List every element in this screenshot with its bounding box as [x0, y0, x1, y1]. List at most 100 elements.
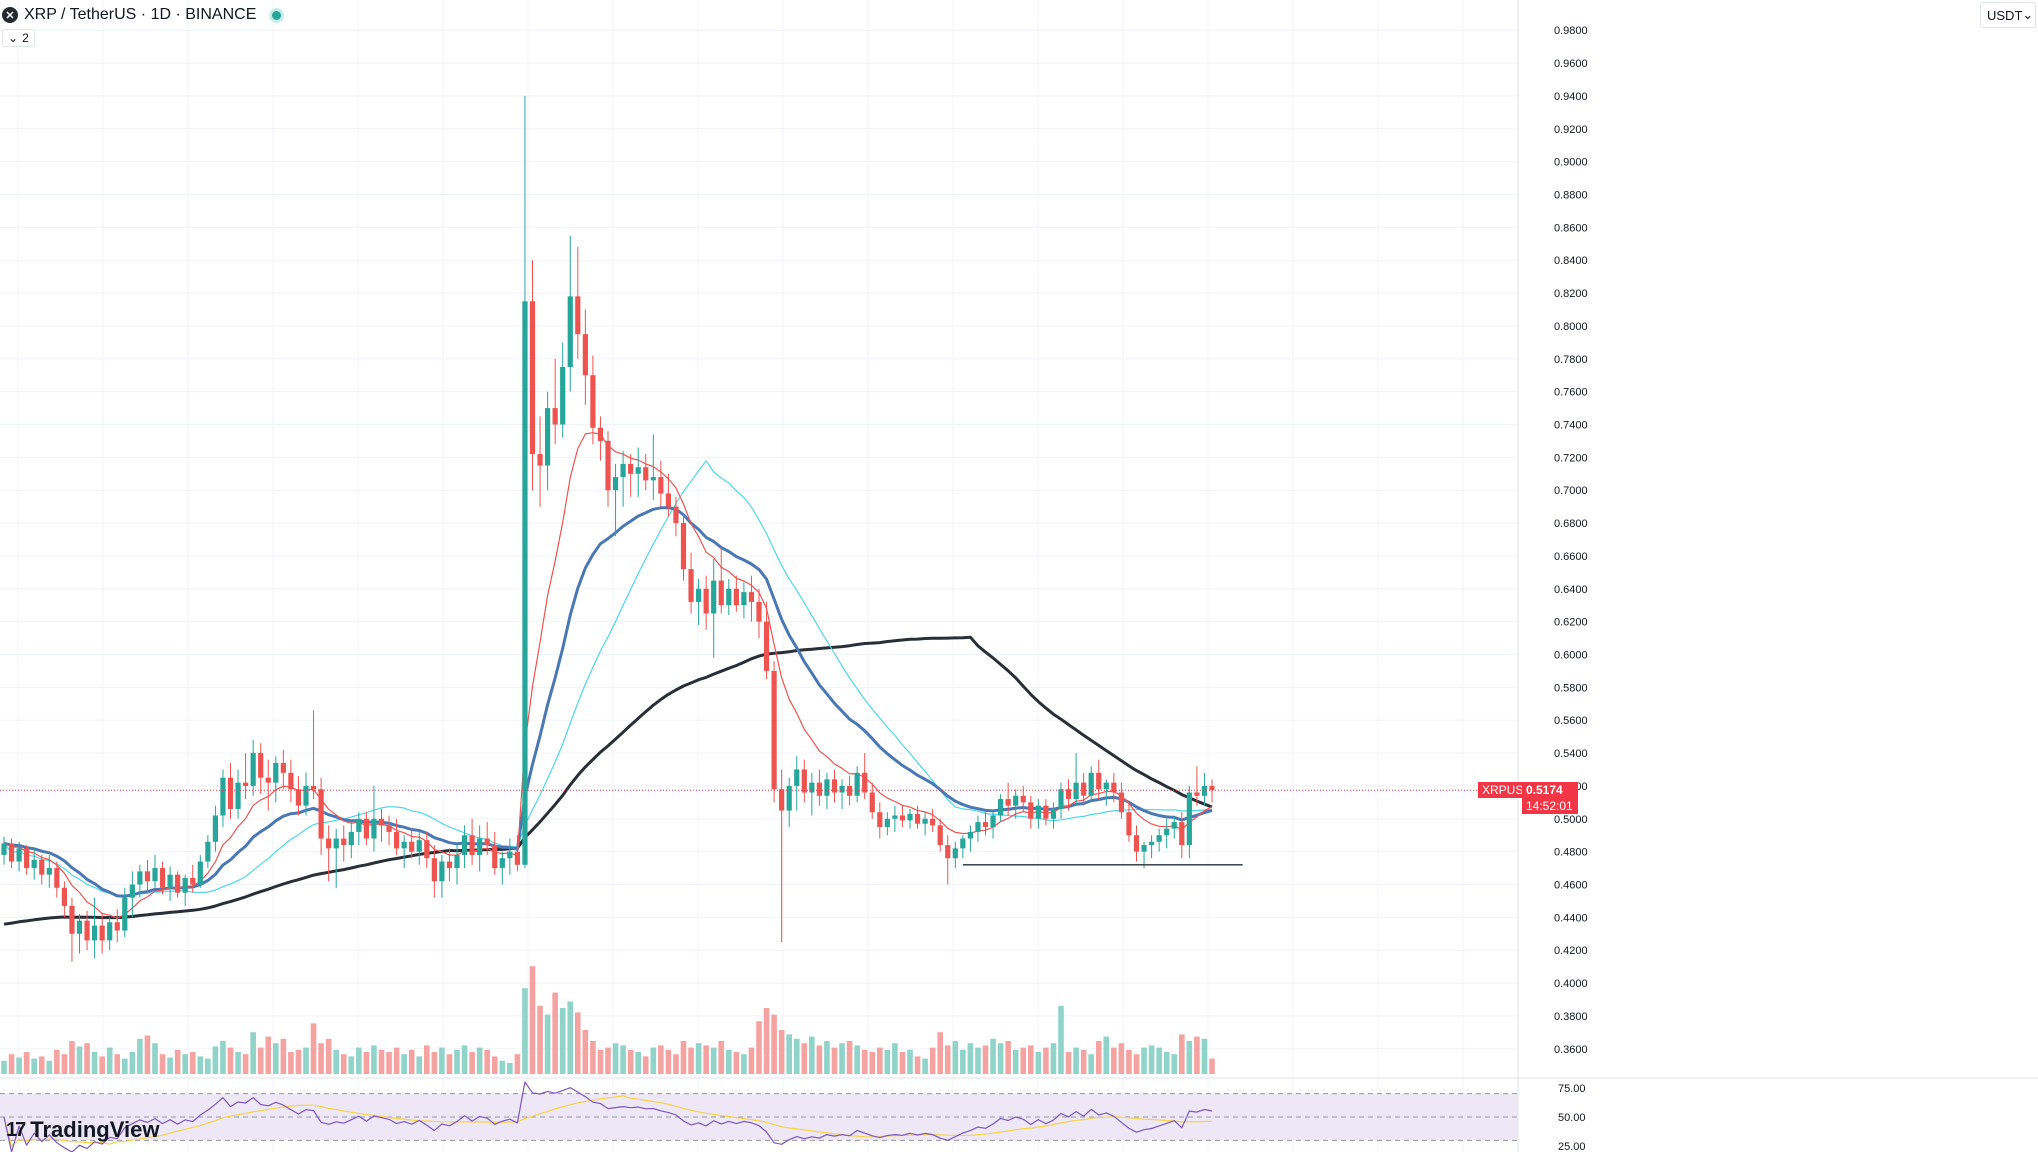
candle-body — [990, 815, 996, 827]
candle-body — [265, 777, 271, 783]
candle-body — [446, 861, 453, 869]
volume-bar — [340, 1054, 347, 1074]
candle-body — [84, 920, 90, 941]
candle-body — [424, 840, 430, 859]
volume-bar — [1020, 1047, 1027, 1074]
volume-bar — [8, 1054, 15, 1074]
volume-bar — [393, 1047, 400, 1074]
price-tick-label: 0.9800 — [1554, 25, 1588, 37]
volume-bar — [310, 1023, 317, 1074]
candle-body — [794, 769, 800, 786]
candle-body — [884, 818, 890, 827]
volume-bar — [1035, 1052, 1042, 1074]
volume-bar — [665, 1049, 672, 1074]
candle-body — [960, 838, 966, 849]
candle-body — [1111, 782, 1117, 793]
candle-body — [680, 523, 687, 570]
indicators-count: 2 — [22, 31, 29, 45]
candle-body — [394, 831, 400, 849]
volume-bar — [1028, 1045, 1034, 1074]
candle-body — [839, 785, 845, 793]
price-tick-label: 0.8200 — [1554, 288, 1588, 300]
volume-bar — [680, 1041, 687, 1074]
volume-bars — [1, 966, 1215, 1074]
volume-bar — [710, 1047, 717, 1074]
volume-bar — [1, 1060, 7, 1074]
candle-body — [280, 762, 286, 773]
indicators-toggle-button[interactable]: ⌄ 2 — [2, 29, 35, 47]
volume-bar — [1118, 1043, 1125, 1074]
symbol-title: XRP / TetherUS · 1D · BINANCE — [24, 6, 257, 23]
candle-body — [560, 367, 566, 425]
candle-body — [318, 789, 324, 839]
candle-body — [371, 818, 377, 839]
candle-body — [967, 831, 973, 839]
price-axis[interactable]: 0.9800 0.9600 0.9400 0.9200 0.9000 0.8800 0.86… — [1517, 0, 1588, 1152]
candle-body — [288, 772, 294, 790]
candle-body — [273, 762, 279, 783]
volume-bar — [303, 1047, 309, 1074]
volume-bar — [54, 1049, 60, 1074]
volume-bar — [1103, 1036, 1110, 1074]
candle-body — [786, 785, 792, 811]
volume-bar — [469, 1052, 475, 1074]
candle-body — [220, 777, 226, 816]
candle-body — [461, 835, 468, 855]
volume-bar — [514, 1054, 521, 1074]
candle-body — [514, 851, 520, 865]
candle-body — [8, 843, 15, 862]
candle-body — [801, 769, 807, 793]
volume-bar — [597, 1049, 604, 1074]
volume-bar — [363, 1052, 370, 1074]
volume-bar — [801, 1043, 808, 1074]
candle-body — [99, 925, 105, 941]
volume-bar — [424, 1045, 430, 1074]
candle-body — [1073, 782, 1079, 800]
volume-bar — [778, 1030, 785, 1074]
candle-body — [182, 877, 188, 893]
volume-bar — [84, 1043, 90, 1074]
volume-bar — [212, 1046, 219, 1074]
volume-bar — [763, 1008, 770, 1074]
countdown-tag: 14:52:01 — [1522, 798, 1578, 815]
volume-bar — [1171, 1054, 1178, 1074]
volume-bar — [280, 1038, 287, 1074]
price-tick-label: 0.5000 — [1554, 814, 1588, 826]
candle-body — [952, 848, 958, 859]
candle-body — [363, 818, 369, 839]
candle-body — [847, 785, 853, 796]
volume-bar — [1126, 1049, 1132, 1074]
candle-body — [688, 569, 694, 602]
volume-bar — [220, 1041, 226, 1074]
candle-body — [1164, 828, 1170, 836]
volume-bar — [129, 1052, 136, 1074]
currency-select[interactable]: USDT ⌄ — [1980, 2, 2036, 28]
volume-bar — [929, 1047, 936, 1074]
volume-bar — [703, 1045, 709, 1074]
candle-body — [295, 789, 302, 806]
volume-bar — [650, 1047, 657, 1074]
volume-bar — [673, 1054, 679, 1074]
candle-body — [1149, 841, 1155, 846]
volume-bar — [235, 1052, 241, 1074]
volume-bar — [1012, 1049, 1019, 1074]
candle-body — [484, 838, 490, 846]
tradingview-logo[interactable]: 17 TradingView — [6, 1117, 159, 1143]
candle-body — [507, 851, 513, 859]
volume-bar — [590, 1041, 596, 1074]
candle-body — [914, 813, 921, 824]
candle-body — [1065, 789, 1072, 800]
candle-body — [763, 621, 770, 671]
chart-header[interactable]: ✕ XRP / TetherUS · 1D · BINANCE — [2, 4, 282, 26]
volume-bar — [960, 1049, 966, 1074]
candle-body — [703, 588, 709, 614]
candle-body — [205, 841, 211, 862]
volume-bar — [182, 1054, 188, 1074]
candle-body — [779, 789, 785, 811]
volume-bar — [861, 1049, 868, 1074]
volume-bar — [846, 1041, 853, 1074]
volume-bar — [23, 1052, 30, 1074]
volume-bar — [61, 1054, 68, 1074]
candle-body — [431, 858, 437, 882]
